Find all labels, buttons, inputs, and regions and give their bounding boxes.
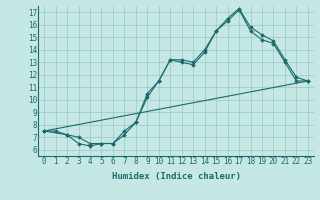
X-axis label: Humidex (Indice chaleur): Humidex (Indice chaleur) (111, 172, 241, 181)
